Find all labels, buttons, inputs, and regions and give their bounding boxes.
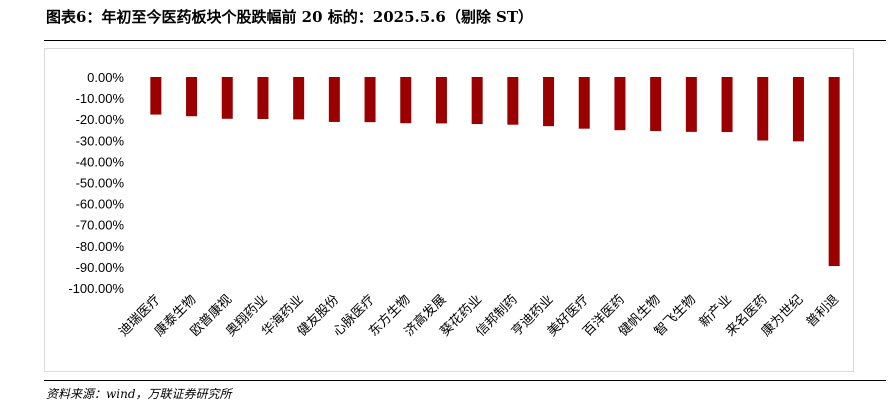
- y-tick-label: -20.00%: [76, 112, 125, 127]
- bar: [328, 77, 340, 122]
- bottom-rule: [44, 380, 886, 381]
- bar: [221, 77, 233, 119]
- bar: [186, 77, 198, 117]
- chart-frame: [44, 48, 854, 372]
- y-tick-label: -40.00%: [76, 154, 125, 169]
- y-tick-label: -50.00%: [76, 176, 125, 191]
- bar: [614, 77, 626, 131]
- bar: [650, 77, 662, 132]
- bar: [828, 77, 840, 267]
- bar: [364, 77, 376, 123]
- y-tick-label: -80.00%: [76, 239, 125, 254]
- bar: [400, 77, 412, 124]
- bar: [578, 77, 590, 129]
- y-tick-label: -90.00%: [76, 260, 125, 275]
- top-rule: [44, 40, 886, 41]
- x-category-label: 普利退: [804, 292, 842, 330]
- bar: [471, 77, 483, 125]
- source-note: 资料来源：wind，万联证券研究所: [46, 387, 232, 401]
- y-tick-label: -70.00%: [76, 218, 125, 233]
- y-tick-label: -100.00%: [68, 281, 124, 296]
- bar: [685, 77, 697, 132]
- bar: [792, 77, 804, 142]
- bar: [435, 77, 447, 124]
- figure-title: 图表6：年初至今医药板块个股跌幅前 20 标的：2025.5.6（剔除 ST）: [46, 8, 534, 26]
- bar: [757, 77, 769, 141]
- bar: [721, 77, 733, 133]
- bar: [543, 77, 555, 127]
- bar: [150, 77, 162, 115]
- y-tick-label: 0.00%: [87, 70, 124, 85]
- y-tick-label: -10.00%: [76, 91, 125, 106]
- y-tick-label: -60.00%: [76, 197, 125, 212]
- bar: [293, 77, 305, 120]
- y-tick-label: -30.00%: [76, 133, 125, 148]
- bar: [507, 77, 519, 125]
- bar: [257, 77, 269, 119]
